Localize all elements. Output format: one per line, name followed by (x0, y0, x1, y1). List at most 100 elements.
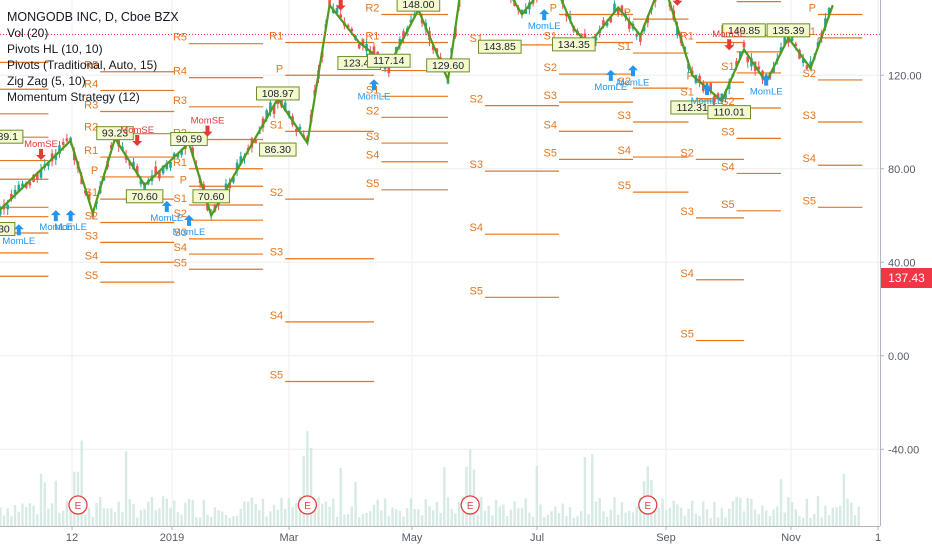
volume-bar (554, 507, 556, 526)
volume-bar (251, 498, 253, 526)
indicator-pivots-hl[interactable]: Pivots HL (10, 10) (7, 41, 179, 57)
volume-bar (443, 467, 445, 526)
pivot-label-s1: S1 (618, 41, 631, 53)
volume-bar (373, 505, 375, 526)
pivot-label-s4: S4 (544, 119, 557, 131)
volume-bar (706, 509, 708, 526)
pivot-label-s5: S5 (366, 178, 379, 190)
volume-bar (377, 500, 379, 526)
volume-bar (617, 515, 619, 526)
volume-bar (118, 502, 120, 526)
y-tick-label: 0.00 (888, 351, 909, 363)
pivot-label-r1: R1 (269, 31, 283, 43)
volume-bar (576, 516, 578, 526)
symbol-title[interactable]: MONGODB INC, D, Cboe BZX (7, 9, 179, 25)
pivot-label-s1: S1 (721, 61, 734, 73)
volume-bar (103, 508, 105, 526)
pivot-label-p: P (91, 165, 98, 177)
volume-bar (369, 511, 371, 526)
indicator-momentum-strategy[interactable]: Momentum Strategy (12) (7, 89, 179, 105)
volume-bar (140, 510, 142, 526)
volume-bar (691, 501, 693, 526)
volume-bar (365, 513, 367, 526)
indicator-volume[interactable]: Vol (20) (7, 25, 179, 41)
pivot-label-r2: R2 (365, 2, 379, 14)
volume-bar (758, 514, 760, 526)
volume-bar (695, 514, 697, 526)
pivot-label-s3: S3 (544, 90, 557, 102)
volume-bar (813, 514, 815, 526)
volume-bar (192, 500, 194, 526)
volume-bar (628, 511, 630, 526)
volume-bar (143, 509, 145, 526)
volume-bar (14, 505, 16, 526)
volume-bar (680, 508, 682, 526)
earnings-label: E (644, 501, 651, 512)
volume-bar (58, 513, 60, 526)
volume-bar (199, 518, 201, 526)
volume-bar (735, 497, 737, 526)
pivot-label-p: P (550, 2, 557, 14)
volume-bar (828, 515, 830, 526)
pivot-label-s5: S5 (618, 180, 631, 192)
volume-bar (858, 507, 860, 526)
volume-bar (158, 508, 160, 526)
volume-bar (610, 510, 612, 526)
x-tick-label: 2019 (160, 532, 184, 544)
volume-bar (232, 516, 234, 526)
volume-bar (484, 511, 486, 526)
pivot-label-p: P (180, 174, 187, 186)
pivot-label-s4: S4 (721, 161, 734, 173)
volume-bar (99, 497, 101, 526)
buy-signal-label: MomLE (617, 77, 650, 88)
volume-bar (791, 502, 793, 526)
volume-bar (506, 516, 508, 526)
volume-bar (317, 497, 319, 526)
buy-signal-label: MomLE (54, 222, 87, 233)
pivot-label-s2: S2 (366, 105, 379, 117)
volume-bar (543, 517, 545, 526)
volume-bar (55, 481, 57, 526)
pivot-label-s4: S4 (618, 145, 631, 157)
volume-bar (661, 498, 663, 526)
volume-bar (18, 512, 20, 526)
volume-bar (410, 498, 412, 526)
volume-bar (624, 513, 626, 526)
volume-bar (595, 501, 597, 526)
volume-bar (451, 509, 453, 526)
volume-bar (488, 506, 490, 526)
indicator-zigzag[interactable]: Zig Zag (5, 10) (7, 73, 179, 89)
buy-signal-label: MomLE (750, 87, 783, 98)
volume-bar (558, 513, 560, 526)
volume-bar (384, 498, 386, 526)
pivot-label-r1: R1 (173, 157, 187, 169)
volume-bar (66, 501, 68, 526)
pivot-label-p: P (809, 2, 816, 14)
pivot-low-label: 134.35 (558, 39, 590, 51)
sell-signal-label: MomSE (712, 29, 746, 40)
volume-bar (687, 509, 689, 526)
pivot-label-s3: S3 (721, 126, 734, 138)
volume-bar (162, 496, 164, 526)
volume-bar (125, 451, 127, 526)
volume-bar (710, 518, 712, 526)
pivot-label-p: P (276, 63, 283, 75)
indicator-pivots-traditional[interactable]: Pivots (Traditional, Auto, 15) (7, 57, 179, 73)
volume-bar (195, 517, 197, 526)
pivot-label-r2: R2 (84, 122, 98, 134)
volume-bar (850, 503, 852, 526)
volume-bar (798, 516, 800, 526)
volume-bar (565, 516, 567, 526)
buy-signal-label: MomLE (691, 96, 724, 107)
volume-bar (92, 517, 94, 526)
volume-bar (425, 499, 427, 526)
volume-bar (447, 497, 449, 526)
volume-bar (846, 499, 848, 526)
volume-bar (702, 501, 704, 526)
volume-bar (654, 511, 656, 526)
pivot-label-s2: S2 (803, 68, 816, 80)
volume-bar (769, 516, 771, 526)
volume-bar (180, 515, 182, 526)
volume-bar (817, 496, 819, 526)
volume-bar (295, 503, 297, 526)
